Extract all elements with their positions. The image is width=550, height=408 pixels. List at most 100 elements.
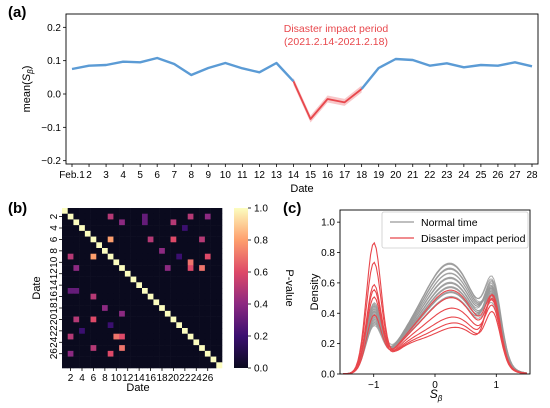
heatmap-cell (119, 259, 126, 266)
heatmap-cell (130, 219, 137, 226)
panel-a-xtick-label: 24 (458, 170, 470, 181)
heatmap-cell (204, 213, 211, 220)
heatmap-cell (199, 333, 206, 340)
heatmap-cell (187, 356, 194, 363)
heatmap-cell (170, 225, 177, 232)
heatmap-cell (170, 253, 177, 260)
heatmap-cell (164, 230, 171, 237)
heatmap-cell (90, 230, 97, 237)
heatmap-cell (102, 270, 109, 277)
heatmap-cell (176, 270, 183, 277)
heatmap-cell (199, 350, 206, 357)
heatmap-cell (193, 208, 200, 215)
heatmap-cell (124, 270, 131, 277)
heatmap-cell (199, 230, 206, 237)
heatmap-cell (216, 265, 223, 272)
heatmap-cell (182, 259, 189, 266)
heatmap-cell (204, 276, 211, 283)
heatmap-cell (113, 345, 120, 352)
heatmap-ytick-label: 18 (49, 302, 60, 314)
heatmap-cell (216, 339, 223, 346)
heatmap-cell (204, 350, 211, 357)
heatmap-cell (210, 362, 217, 369)
heatmap-cell (193, 310, 200, 317)
heatmap-cell (136, 322, 143, 329)
heatmap-cell (96, 208, 103, 215)
heatmap-cell (164, 288, 171, 295)
heatmap-cell (187, 316, 194, 323)
heatmap-cell (187, 270, 194, 277)
heatmap-cell (153, 225, 160, 232)
panel-a-xtick-label: 25 (475, 170, 487, 181)
heatmap-cell (84, 350, 91, 357)
heatmap-cell (62, 236, 69, 243)
panel-a-xtick-label: 3 (103, 170, 109, 181)
heatmap-cell (187, 328, 194, 335)
panel-a-xtick-label: 6 (154, 170, 160, 181)
heatmap-cell (96, 345, 103, 352)
heatmap-cell (164, 242, 171, 249)
heatmap-cell (164, 345, 171, 352)
heatmap-cell (67, 208, 74, 215)
heatmap-cell (96, 328, 103, 335)
heatmap-xtick-label: 6 (91, 373, 97, 384)
heatmap-cell (147, 253, 154, 260)
heatmap-cell (107, 362, 114, 369)
panel-c-ytick-label: 0.8 (321, 248, 335, 259)
heatmap-cell (170, 248, 177, 255)
panel-label-a: (a) (8, 4, 27, 21)
heatmap-cell (130, 299, 137, 306)
heatmap-cell (159, 362, 166, 369)
heatmap-cell (176, 299, 183, 306)
heatmap-cell (62, 213, 69, 220)
heatmap-cell (210, 225, 217, 232)
heatmap-cell (62, 219, 69, 226)
heatmap-cell (193, 299, 200, 306)
panel-a-plot-frame (65, 13, 539, 165)
heatmap-cell (147, 350, 154, 357)
heatmap-cell (96, 293, 103, 300)
heatmap-cell (204, 310, 211, 317)
heatmap-cell (79, 305, 86, 312)
heatmap-cell (176, 230, 183, 237)
heatmap-cell (107, 265, 114, 272)
heatmap-cell (84, 248, 91, 255)
heatmap-cell (204, 362, 211, 369)
heatmap-cell (193, 362, 200, 369)
heatmap-cell (79, 230, 86, 237)
heatmap-cell (136, 282, 143, 289)
heatmap-cell (96, 259, 103, 266)
heatmap-cell (73, 316, 80, 323)
heatmap-cell (130, 208, 137, 215)
heatmap-cell (142, 270, 149, 277)
heatmap-cell (176, 219, 183, 226)
heatmap-cell (102, 248, 109, 255)
heatmap-cell (193, 230, 200, 237)
heatmap-cell (79, 213, 86, 220)
heatmap-cell (210, 230, 217, 237)
heatmap-cell (90, 236, 97, 243)
heatmap-cell (204, 322, 211, 329)
heatmap-cell (187, 265, 194, 272)
heatmap-cell (130, 345, 137, 352)
heatmap-cell (96, 230, 103, 237)
heatmap-cell (142, 230, 149, 237)
heatmap-cell (96, 236, 103, 243)
heatmap-cell (79, 288, 86, 295)
heatmap-cell (216, 253, 223, 260)
heatmap-cell (153, 208, 160, 215)
heatmap-cell (130, 213, 137, 220)
heatmap-cell (102, 253, 109, 260)
heatmap-cell (193, 219, 200, 226)
heatmap-cell (164, 310, 171, 317)
heatmap-cell (170, 328, 177, 335)
heatmap-cell (113, 208, 120, 215)
heatmap-cell (147, 236, 154, 243)
panel-c-ytick-label: 0.0 (321, 370, 335, 381)
panel-b-ylabel: Date (31, 276, 43, 299)
heatmap-cell (153, 316, 160, 323)
heatmap-cell (170, 230, 177, 237)
heatmap-cell (159, 305, 166, 312)
heatmap-cell (147, 230, 154, 237)
heatmap-cell (90, 276, 97, 283)
